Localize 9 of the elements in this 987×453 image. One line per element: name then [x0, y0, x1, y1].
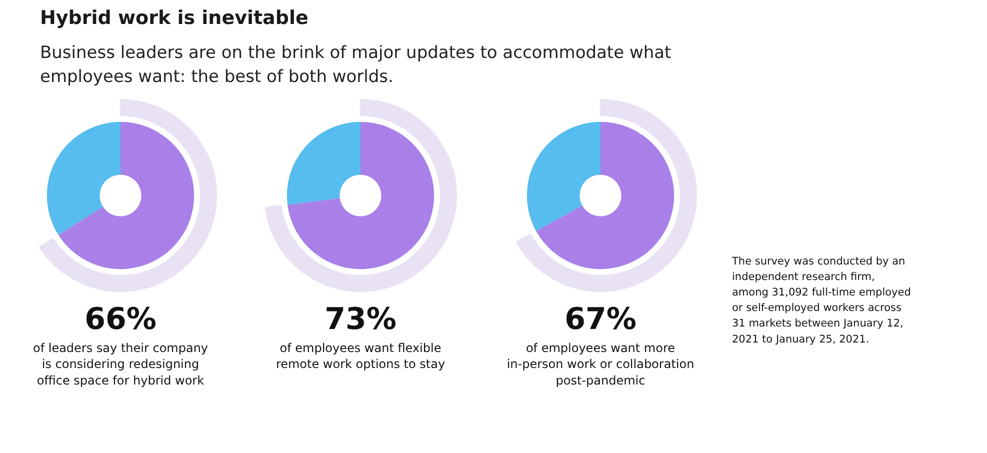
- text: of employees want flexible remote work options to stay: [276, 340, 446, 371]
- data-label: 66%: [84, 302, 156, 337]
- text: Business leaders are on the brink of major updates to accommodate what employees want: the best of both worlds.: [40, 42, 672, 89]
- text: of employees want more in-person work or collaboration post-pandemic: [506, 340, 694, 388]
- chart-title: Hybrid work is inevitable: [40, 6, 308, 31]
- text: The survey was conducted by an independent research firm, among 31,092 full-time employed or self-employed workers across 31 markets between January 12, 2021 to January 25, 2021.: [731, 255, 911, 346]
- data-label: 73%: [324, 302, 396, 337]
- data-label: 67%: [564, 302, 636, 337]
- text: of leaders say their company is considering redesigning office space for hybrid work: [32, 340, 208, 388]
